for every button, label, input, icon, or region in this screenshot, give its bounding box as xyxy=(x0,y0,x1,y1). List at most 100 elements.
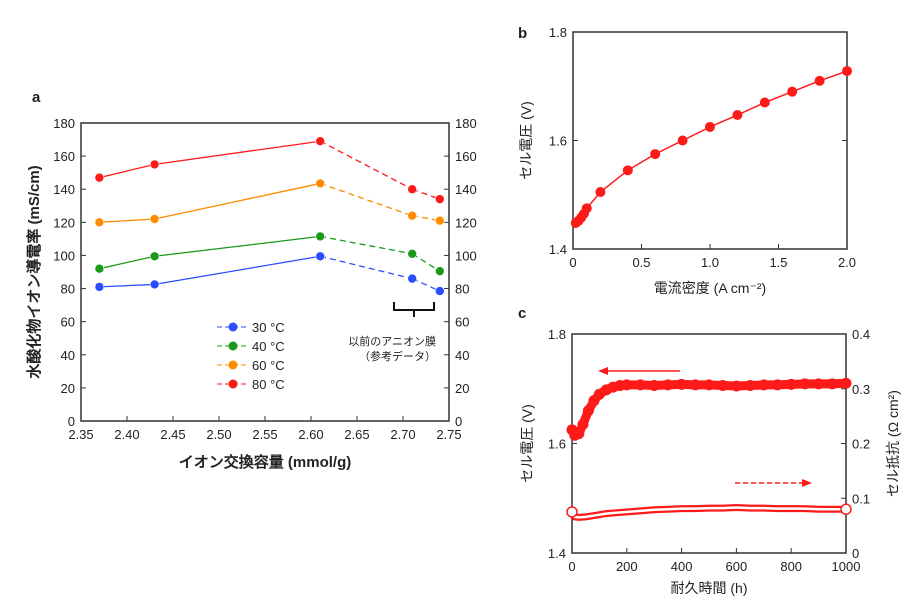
y-tick-label: 1.8 xyxy=(549,25,567,40)
series-line xyxy=(411,253,441,272)
x-axis-label: イオン交換容量 (mmol/g) xyxy=(179,453,352,471)
y-tick-label-right: 40 xyxy=(455,348,469,363)
y-tick-label: 1.6 xyxy=(549,134,567,149)
voltage-point xyxy=(730,380,742,392)
voltage-point xyxy=(717,379,729,391)
voltage-point xyxy=(573,428,585,440)
data-point xyxy=(759,97,770,108)
voltage-point xyxy=(689,379,701,391)
series-line xyxy=(319,140,413,190)
x-tick-label: 2.45 xyxy=(160,427,185,442)
data-point xyxy=(787,86,798,97)
voltage-point xyxy=(648,379,660,391)
series-line xyxy=(320,255,413,280)
resistance-point xyxy=(566,506,578,518)
y-axis-label: 水酸化物イオン導電率 (mS/cm) xyxy=(25,165,43,378)
y-tick-label-right: 100 xyxy=(455,248,477,263)
series-line xyxy=(154,140,321,166)
data-point xyxy=(94,263,105,274)
x-tick-label: 2.65 xyxy=(344,427,369,442)
right-arrow-head-icon xyxy=(802,479,812,487)
voltage-point xyxy=(635,379,646,391)
voltage-point xyxy=(758,379,770,391)
series-line xyxy=(154,255,321,286)
y-tick-label: 140 xyxy=(53,182,75,197)
y-tick-label-right: 160 xyxy=(455,149,477,164)
series-line xyxy=(99,255,155,270)
resistance-series-inner xyxy=(570,506,846,519)
y-tick-label: 1.4 xyxy=(549,242,567,257)
data-point xyxy=(315,178,326,189)
voltage-point xyxy=(799,378,811,390)
legend-marker xyxy=(228,379,238,389)
y-tick-label: 1.4 xyxy=(548,546,566,561)
plot-frame xyxy=(572,31,848,250)
y-axis-label-right: セル抵抗 (Ω cm²) xyxy=(885,390,901,497)
x-tick-label: 1.0 xyxy=(701,255,719,270)
x-axis-label: 電流密度 (A cm⁻²) xyxy=(654,280,766,296)
x-axis-label: 耐久時間 (h) xyxy=(671,580,748,596)
data-point xyxy=(705,121,715,132)
x-tick-label: 0.5 xyxy=(632,255,650,270)
data-point xyxy=(315,251,326,262)
x-tick-label: 2.60 xyxy=(298,427,323,442)
x-tick-label: 200 xyxy=(616,559,638,574)
voltage-point xyxy=(813,378,825,390)
data-point xyxy=(407,184,418,195)
series-line xyxy=(99,163,155,179)
data-point xyxy=(677,135,688,146)
x-tick-label: 2.70 xyxy=(390,427,415,442)
voltage-point xyxy=(676,378,688,390)
legend-label: 30 °C xyxy=(252,320,285,335)
y-tick-label-right: 0 xyxy=(455,414,462,429)
series-line xyxy=(575,70,848,224)
x-tick-label: 2.35 xyxy=(68,427,93,442)
x-tick-label: 2.0 xyxy=(838,255,856,270)
voltage-point xyxy=(577,418,589,430)
y-tick-label: 40 xyxy=(61,348,75,363)
data-point xyxy=(732,110,743,121)
series-line xyxy=(411,278,441,292)
legend-label: 40 °C xyxy=(252,339,285,354)
y-tick-label-right: 60 xyxy=(455,315,469,330)
series-line xyxy=(320,235,413,255)
data-point xyxy=(595,187,606,198)
data-point xyxy=(434,215,445,226)
y-tick-label-right: 80 xyxy=(455,282,469,297)
y-tick-label: 160 xyxy=(53,149,75,164)
data-point xyxy=(814,75,825,86)
x-tick-label: 400 xyxy=(671,559,693,574)
x-tick-label: 2.50 xyxy=(206,427,231,442)
data-point xyxy=(149,159,160,170)
panel-label-a: a xyxy=(32,89,41,106)
data-point xyxy=(581,203,592,214)
voltage-point xyxy=(662,379,674,391)
series-line xyxy=(154,182,321,220)
data-point xyxy=(149,214,160,224)
panel-label-b: b xyxy=(518,25,527,42)
y-tick-label-right: 140 xyxy=(455,182,477,197)
voltage-point xyxy=(785,378,797,390)
y-tick-label-right: 180 xyxy=(455,116,477,131)
data-point xyxy=(407,248,418,259)
y-tick-label-right: 0.2 xyxy=(852,437,870,452)
series-line xyxy=(99,283,155,288)
series-line xyxy=(154,235,321,257)
plot-frame xyxy=(571,333,847,554)
y-tick-label: 120 xyxy=(53,215,75,230)
left-arrow-head-icon xyxy=(598,367,608,375)
annotation-line1: 以前のアニオン膜 xyxy=(348,334,436,348)
x-tick-label: 2.40 xyxy=(114,427,139,442)
data-point xyxy=(407,273,418,284)
x-tick-label: 2.75 xyxy=(436,427,461,442)
y-tick-label-right: 120 xyxy=(455,215,477,230)
legend-label: 80 °C xyxy=(252,377,285,392)
panel-label-c: c xyxy=(518,305,526,322)
y-tick-label-right: 0.3 xyxy=(852,382,870,397)
y-tick-label-right: 0.4 xyxy=(852,327,870,342)
y-tick-label: 1.8 xyxy=(548,327,566,342)
series-line xyxy=(411,188,441,200)
x-tick-label: 1000 xyxy=(832,559,861,574)
